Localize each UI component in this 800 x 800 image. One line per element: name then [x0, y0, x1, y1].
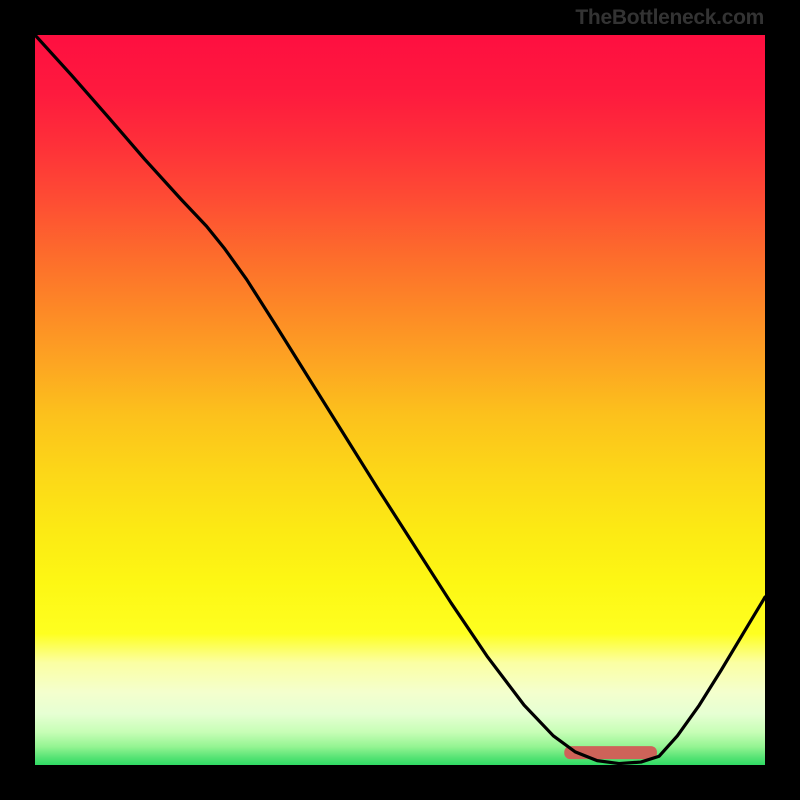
watermark-text: TheBottleneck.com: [575, 6, 764, 30]
bottleneck-chart: [35, 35, 765, 765]
chart-background: [35, 35, 765, 765]
chart-container: [35, 35, 765, 765]
